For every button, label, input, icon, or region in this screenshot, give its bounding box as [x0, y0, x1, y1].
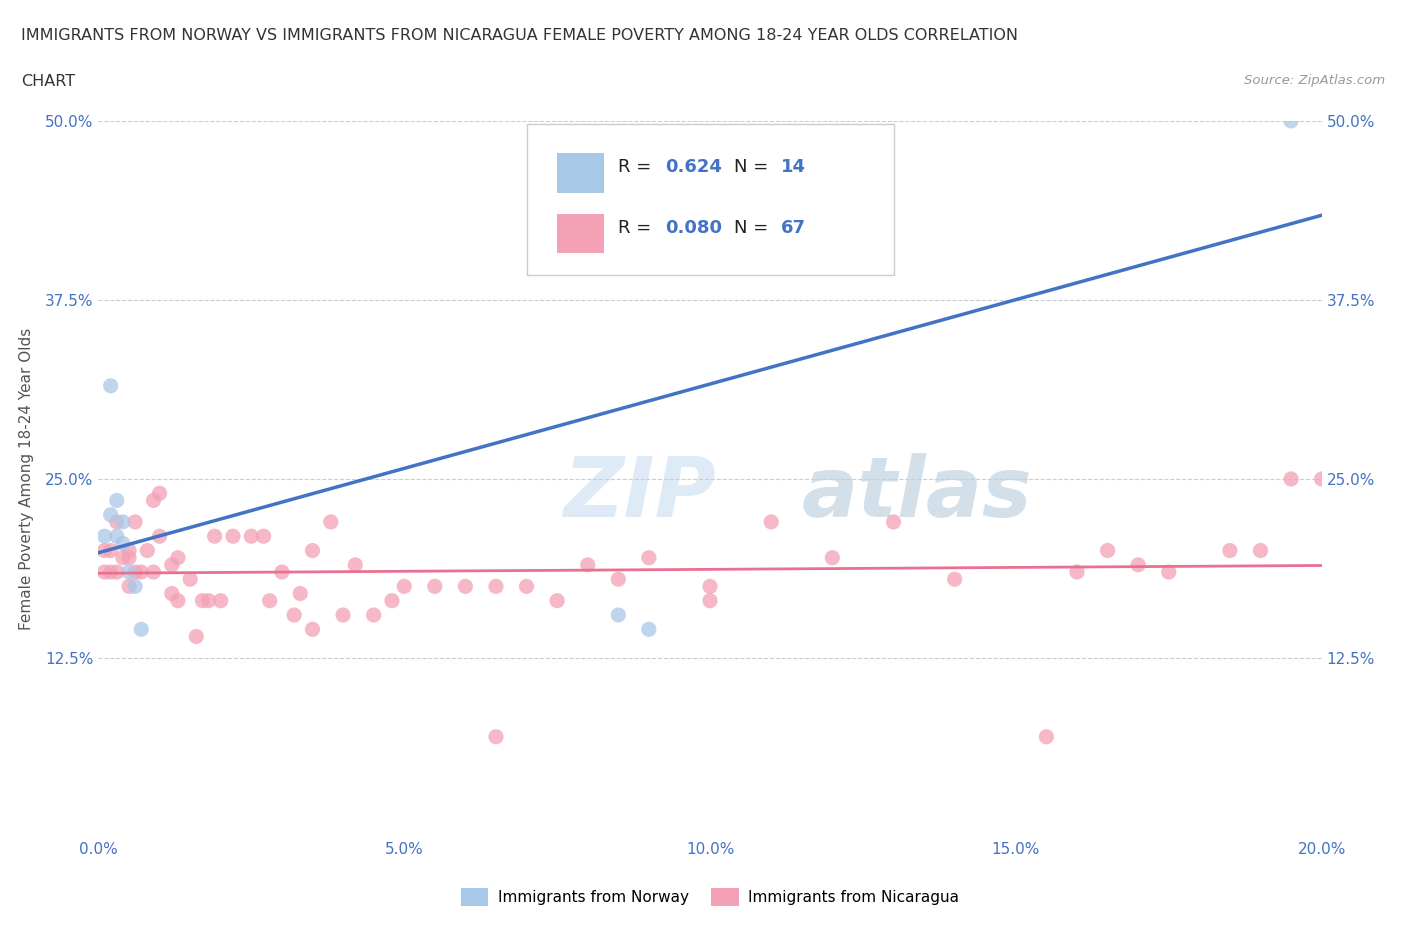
Point [240, 529, 263, 544]
FancyBboxPatch shape [526, 125, 894, 275]
Point [546, 593, 568, 608]
Text: IMMIGRANTS FROM NORWAY VS IMMIGRANTS FROM NICARAGUA FEMALE POVERTY AMONG 18-24 Y: IMMIGRANTS FROM NORWAY VS IMMIGRANTS FRO… [21, 28, 1018, 43]
Point [1279, 113, 1302, 128]
Point [821, 551, 844, 565]
Point [668, 193, 690, 207]
Point [179, 572, 201, 587]
Point [105, 565, 128, 579]
Point [129, 622, 152, 637]
Point [105, 493, 128, 508]
Text: 67: 67 [780, 219, 806, 237]
Point [160, 586, 183, 601]
Point [142, 565, 165, 579]
Point [344, 557, 367, 572]
Point [105, 529, 128, 544]
Text: ZIP: ZIP [564, 453, 716, 534]
Point [381, 593, 404, 608]
Point [1157, 565, 1180, 579]
Point [118, 543, 141, 558]
Point [204, 529, 226, 544]
Point [118, 565, 141, 579]
Point [290, 586, 312, 601]
Y-axis label: Female Poverty Among 18-24 Year Olds: Female Poverty Among 18-24 Year Olds [18, 328, 34, 631]
Point [454, 578, 477, 594]
Point [883, 514, 905, 529]
Text: atlas: atlas [801, 453, 1032, 534]
Point [93, 543, 115, 558]
Point [319, 514, 342, 529]
Legend: Immigrants from Norway, Immigrants from Nicaragua: Immigrants from Norway, Immigrants from … [454, 882, 966, 911]
Text: Source: ZipAtlas.com: Source: ZipAtlas.com [1244, 74, 1385, 87]
Point [136, 543, 159, 558]
Point [270, 565, 292, 579]
Point [222, 529, 245, 544]
Point [301, 543, 323, 558]
Point [197, 593, 219, 608]
Point [943, 572, 966, 587]
Point [1310, 472, 1333, 486]
Point [191, 593, 214, 608]
Text: 0.080: 0.080 [665, 219, 721, 237]
Point [118, 578, 141, 594]
Point [167, 593, 190, 608]
Point [1249, 543, 1271, 558]
Point [100, 565, 122, 579]
Point [1128, 557, 1150, 572]
Point [105, 514, 128, 529]
Point [759, 514, 782, 529]
Point [93, 529, 115, 544]
Text: N =: N = [734, 158, 775, 177]
Text: 14: 14 [780, 158, 806, 177]
Point [149, 485, 172, 500]
Text: CHART: CHART [21, 74, 75, 89]
Point [485, 729, 508, 744]
Point [283, 607, 305, 622]
Point [607, 572, 630, 587]
Point [1066, 565, 1088, 579]
Point [392, 578, 416, 594]
Point [1097, 543, 1119, 558]
Point [124, 578, 146, 594]
Point [100, 379, 122, 393]
Point [699, 593, 721, 608]
Point [259, 593, 281, 608]
Point [93, 565, 115, 579]
Point [607, 607, 630, 622]
Point [363, 607, 385, 622]
Point [1279, 472, 1302, 486]
Point [111, 514, 134, 529]
FancyBboxPatch shape [557, 153, 603, 193]
Point [149, 529, 172, 544]
FancyBboxPatch shape [557, 214, 603, 253]
Point [252, 529, 274, 544]
Text: R =: R = [619, 158, 657, 177]
Point [516, 578, 538, 594]
Point [142, 493, 165, 508]
Point [1035, 729, 1057, 744]
Point [699, 578, 721, 594]
Point [100, 508, 122, 523]
Point [100, 543, 122, 558]
Point [1219, 543, 1241, 558]
Point [423, 578, 446, 594]
Point [160, 557, 183, 572]
Point [186, 629, 208, 644]
Point [637, 551, 661, 565]
Text: R =: R = [619, 219, 657, 237]
Point [301, 622, 323, 637]
Point [209, 593, 232, 608]
Point [485, 578, 508, 594]
Point [124, 565, 146, 579]
Point [111, 536, 134, 551]
Text: N =: N = [734, 219, 775, 237]
Point [167, 551, 190, 565]
Point [124, 514, 146, 529]
Text: 0.624: 0.624 [665, 158, 721, 177]
Point [637, 622, 661, 637]
Point [332, 607, 354, 622]
Point [111, 551, 134, 565]
Point [576, 557, 599, 572]
Point [118, 551, 141, 565]
Point [129, 565, 152, 579]
